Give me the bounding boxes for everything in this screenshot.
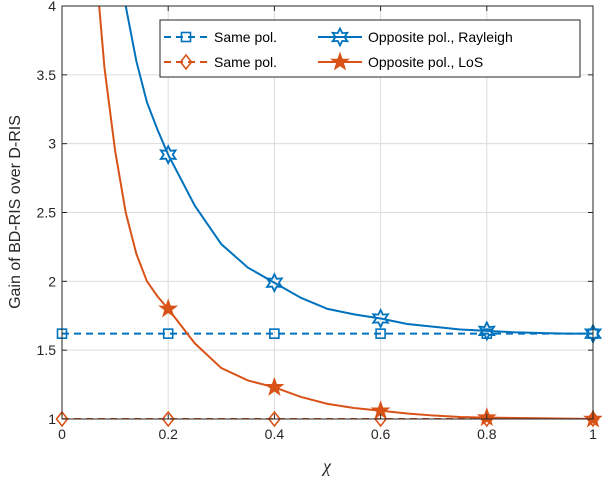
x-tick-label: 0.4	[265, 426, 285, 442]
series-2-marker	[267, 410, 281, 428]
x-tick-label: 0.2	[158, 426, 178, 442]
legend: Same pol. Same pol. Opposite pol., Rayleig…	[159, 19, 581, 78]
y-tick-label: 1.5	[37, 342, 57, 358]
y-tick-label: 3	[48, 136, 56, 152]
series-3-marker	[159, 144, 178, 166]
x-tick-label: 0.6	[371, 426, 391, 442]
legend-marker-4	[329, 51, 351, 71]
y-tick-label: 3.5	[37, 67, 57, 83]
legend-marker-2	[179, 53, 193, 71]
y-axis-label: Gain of BD-RIS over D-RIS	[7, 115, 24, 309]
y-tick-label: 4	[48, 0, 56, 14]
plot-lines	[62, 6, 593, 419]
y-tick-label: 1	[48, 411, 56, 427]
series-4-marker	[158, 298, 179, 318]
legend-label-4: Opposite pol., LoS	[368, 54, 483, 70]
legend-box	[159, 19, 581, 78]
series-3-marker	[371, 307, 390, 330]
series-line-3	[124, 6, 593, 335]
legend-marker-1	[180, 31, 192, 43]
legend-label-2: Same pol.	[214, 54, 277, 70]
series-4-marker	[264, 376, 285, 396]
x-axis-label: χ	[321, 456, 332, 476]
x-tick-label: 0	[58, 426, 66, 442]
x-tick-label: 0.8	[477, 426, 497, 442]
series-1-marker	[162, 328, 174, 339]
y-tick-label: 2	[48, 273, 56, 289]
series-line-4	[98, 6, 593, 419]
x-tick-label: 1	[589, 426, 597, 442]
series-2-marker	[161, 410, 175, 428]
legend-label-3: Opposite pol., Rayleigh	[368, 29, 513, 45]
series-2-marker	[55, 410, 69, 428]
plot-markers	[55, 144, 602, 428]
series-1-marker	[269, 328, 280, 339]
series-3-marker	[477, 320, 496, 342]
legend-marker-3	[330, 26, 350, 48]
series-3-marker	[265, 272, 284, 294]
ticks: 0 0.2 0.4 0.6 0.8 1 1 1.5 2 2.5 3 3.5 4	[37, 0, 598, 442]
legend-label-1: Same pol.	[214, 29, 277, 45]
series-1-marker	[375, 328, 386, 339]
y-tick-label: 2.5	[37, 205, 57, 221]
